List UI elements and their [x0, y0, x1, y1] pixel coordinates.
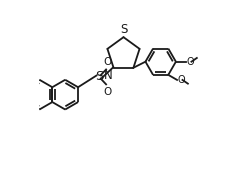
Text: O: O — [186, 57, 194, 67]
Text: S: S — [120, 23, 127, 36]
Text: O: O — [103, 87, 112, 96]
Text: N: N — [104, 69, 113, 82]
Text: O: O — [103, 57, 112, 67]
Text: O: O — [177, 75, 185, 85]
Text: S: S — [95, 70, 103, 83]
